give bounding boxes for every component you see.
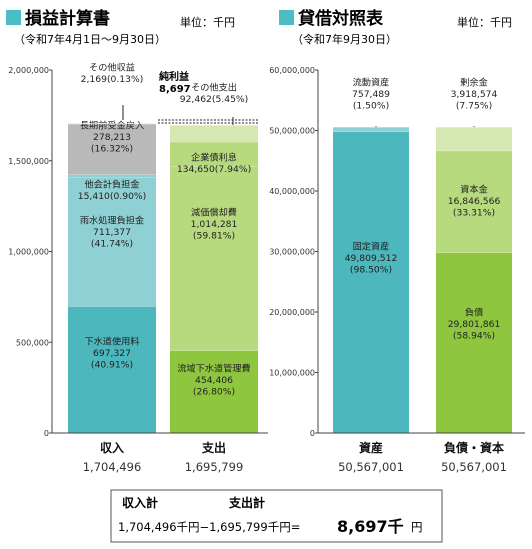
bar-segment [333,127,409,132]
bar-segment [333,131,409,433]
net-profit-value: 8,697 [159,84,191,95]
bar-segment [68,174,156,178]
segment-label: (33.31%) [453,208,495,219]
segment-label: 他会計負担金 [84,178,139,190]
segment-label: 下水道使用料 [84,336,139,348]
y-tick-label: 500,000 [16,338,49,347]
category-total: 1,704,496 [83,460,142,474]
segment-label: 134,650(7.94%) [177,164,251,175]
left-title-marker [6,10,21,25]
right-panel-title: 貸借対照表 [297,8,384,29]
summary-income-label: 収入計 [122,495,158,510]
segment-label: 資本金 [460,184,488,196]
summary-formula: 1,704,496千円−1,695,799千円= [118,520,300,534]
bar-segment [436,150,512,253]
y-tick-label: 30,000,000 [269,248,315,257]
segment-label: 3,918,574 [451,89,498,100]
bar-segment [436,127,512,151]
segment-label: その他支出 [191,81,237,93]
left-panel-period: （令和7年4月1日～9月30日） [14,32,166,46]
y-tick-label: 2,000,000 [8,66,49,75]
segment-label: (16.32%) [91,144,133,155]
y-tick-label: 1,500,000 [8,157,49,166]
bar-segment [170,125,258,142]
summary-result: 8,697千 [337,517,404,536]
segment-label: 49,809,512 [345,253,398,264]
segment-label: (1.50%) [353,101,389,112]
segment-label: 固定資産 [353,241,390,253]
y-tick-label: 40,000,000 [269,187,315,196]
segment-label: 454,406 [195,375,233,386]
right-panel-period: （令和7年9月30日） [292,32,397,46]
y-tick-label: 0 [310,429,315,438]
segment-label: (98.50%) [350,265,392,276]
y-tick-label: 1,000,000 [8,248,49,257]
segment-label: (26.80%) [193,387,235,398]
bar-segment [68,124,156,175]
category-label: 支出 [201,440,226,455]
right-panel-unit: 単位：千円 [457,15,512,29]
summary-box [110,489,443,543]
bar-segment [436,252,512,433]
category-total: 1,695,799 [185,460,244,474]
y-tick-label: 0 [44,429,49,438]
segment-label: 企業債利息 [191,151,237,163]
segment-label: 757,489 [352,89,390,100]
bar-segment [68,306,156,433]
bar-segment [68,177,156,307]
y-tick-label: 60,000,000 [269,66,315,75]
segment-label: その他収益 [89,61,135,73]
segment-label: 278,213 [93,132,131,143]
segment-label: 負債 [465,307,483,319]
segment-label: 15,410(0.90%) [78,191,147,202]
segment-label: (7.75%) [456,101,492,112]
category-label: 資産 [359,440,383,455]
segment-label: 1,014,281 [191,219,238,230]
segment-label: 流域下水道管理費 [177,363,251,375]
segment-label: (58.94%) [453,331,495,342]
segment-label: 29,801,861 [448,319,501,330]
right-title-marker [279,10,294,25]
segment-label: (40.91%) [91,360,133,371]
segment-label: 711,377 [93,227,131,238]
category-total: 50,567,001 [441,460,507,474]
y-tick-label: 20,000,000 [269,308,315,317]
left-panel-title: 損益計算書 [25,8,110,29]
y-tick-label: 50,000,000 [269,127,315,136]
segment-label: (59.81%) [193,231,235,242]
left-panel-unit: 単位：千円 [180,15,235,29]
y-tick-label: 10,000,000 [269,369,315,378]
bar-segment [170,350,258,433]
segment-label: 流動資産 [353,77,390,89]
segment-label: 697,327 [93,348,131,359]
segment-label: 減価償却費 [191,207,237,219]
segment-label: 92,462(5.45%) [180,94,249,105]
segment-label: 長期前受金戻入 [80,120,144,132]
category-total: 50,567,001 [338,460,404,474]
net-profit-label: 純利益 [159,70,189,83]
segment-label: 雨水処理負担金 [80,215,144,227]
segment-label: 2,169(0.13%) [81,74,144,85]
bar-segment [170,166,258,351]
category-label: 負債・資本 [444,440,504,455]
category-label: 収入 [100,441,124,455]
segment-label: 16,846,566 [448,196,501,207]
bar-segment [170,141,258,167]
segment-label: (41.74%) [91,239,133,250]
segment-label: 剰余金 [460,77,488,89]
summary-expense-label: 支出計 [228,495,265,510]
summary-result-unit: 円 [411,520,423,534]
